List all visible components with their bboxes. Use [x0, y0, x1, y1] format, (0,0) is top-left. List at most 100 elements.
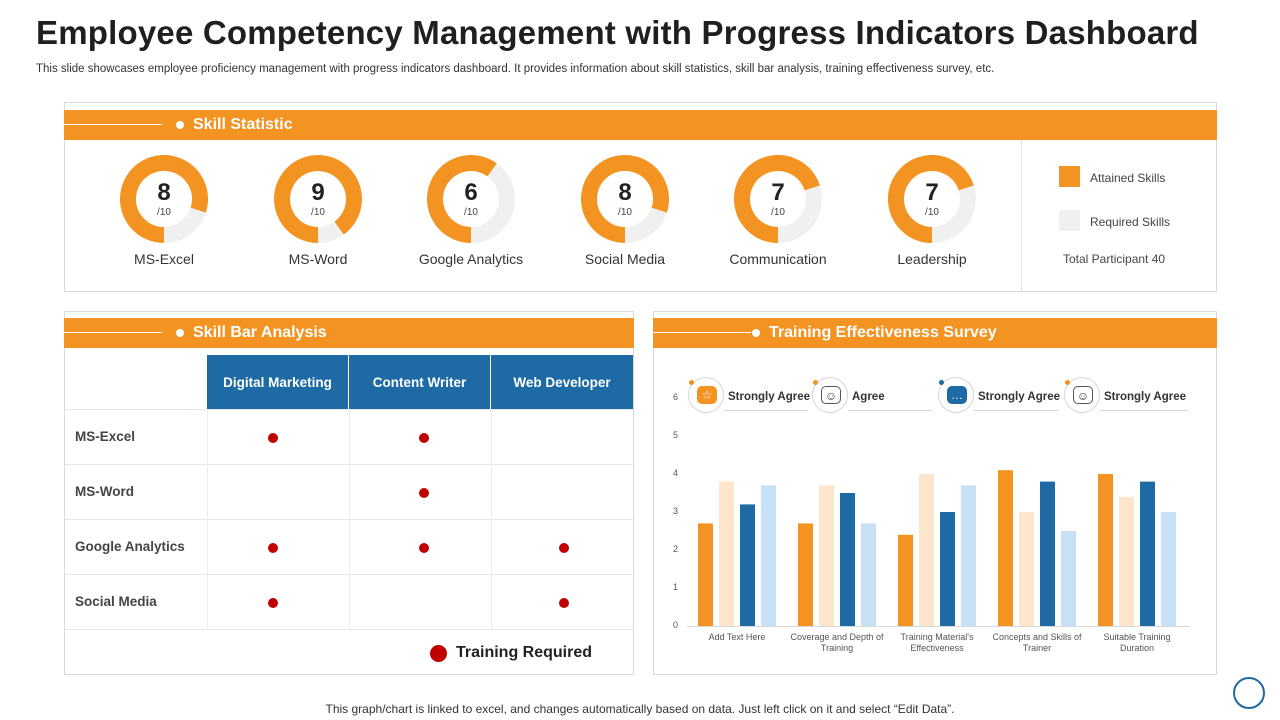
- survey-label: Strongly Agree: [978, 391, 1061, 403]
- column-header-digital-marketing: Digital Marketing: [207, 355, 348, 409]
- skill-bar-title: Skill Bar Analysis: [193, 324, 327, 341]
- training-required-dot: [419, 543, 429, 553]
- training-required-dot: [268, 598, 278, 608]
- gauge-max: /10: [157, 207, 171, 218]
- training-required-dot: [268, 543, 278, 553]
- header-line-decoration: [64, 332, 162, 333]
- table-col-divider: [491, 409, 492, 630]
- gauge-ring: [427, 155, 515, 243]
- gauge-label: Social Media: [584, 251, 666, 267]
- gauge-label: Communication: [729, 251, 827, 267]
- row-label-ms-word: MS-Word: [75, 484, 134, 499]
- gauge-ring: [274, 155, 362, 243]
- row-label-google-analytics: Google Analytics: [75, 539, 185, 554]
- y-tick-label: 2: [672, 544, 678, 554]
- attained-skills-label: Attained Skills: [1090, 171, 1166, 185]
- corner-circle-icon: [1233, 677, 1265, 709]
- y-tick-label: 0: [672, 620, 678, 630]
- gauge-required-arc: [931, 185, 976, 243]
- survey-icon-accent-dot: [1065, 380, 1070, 385]
- y-tick-label: 3: [672, 506, 678, 516]
- column-header-content-writer: Content Writer: [349, 355, 490, 409]
- x-category-label-line: Training Material's: [900, 632, 974, 642]
- footnote: This graph/chart is linked to excel, and…: [325, 702, 955, 716]
- gauge-label: Google Analytics: [418, 251, 524, 267]
- gauge-required-arc: [470, 163, 515, 243]
- gauge-communication: 7/10 Communication: [718, 155, 838, 267]
- survey-connector-line: [724, 410, 808, 411]
- gauge-required-arc: [317, 221, 344, 243]
- header-dot-decoration: [176, 121, 184, 129]
- x-category-label: Add Text Here: [682, 632, 792, 643]
- gauge-attained-arc: [581, 155, 669, 243]
- x-category-label-line: Trainer: [1022, 643, 1052, 653]
- gauge-value: 7: [925, 179, 939, 206]
- skill-statistic-title: Skill Statistic: [193, 116, 293, 133]
- survey-connector-line: [848, 410, 932, 411]
- gauge-ms-excel: 8/10 MS-Excel: [104, 155, 224, 267]
- x-category-label: Suitable Training Duration: [1082, 632, 1192, 654]
- header-line-decoration: [653, 332, 751, 333]
- gauge-attained-arc: [274, 155, 362, 243]
- survey-title: Training Effectiveness Survey: [769, 324, 997, 341]
- training-required-dot: [419, 488, 429, 498]
- chat-bubble-icon-glyph: ☆: [697, 386, 717, 404]
- gauge-label: MS-Excel: [134, 251, 194, 267]
- x-category-label-line: Concepts and Skills of: [992, 632, 1082, 642]
- page-title: Employee Competency Management with Prog…: [36, 14, 1199, 51]
- gauge-value: 8: [157, 179, 171, 206]
- training-required-dot: [559, 543, 569, 553]
- gauge-ms-word: 9/10 MS-Word: [258, 155, 378, 267]
- gauge-ring: [120, 155, 208, 243]
- survey-header: Training Effectiveness Survey: [653, 318, 1217, 348]
- x-category-label: Coverage and Depth of Training: [782, 632, 892, 654]
- survey-label: Agree: [852, 391, 885, 403]
- skill-bar-header: Skill Bar Analysis: [64, 318, 634, 348]
- gauge-label: MS-Word: [288, 251, 348, 267]
- training-required-dot: [419, 433, 429, 443]
- gauge-value: 7: [771, 179, 785, 206]
- gauge-label: Leadership: [897, 251, 967, 267]
- speech-bubble-icon-glyph: …: [947, 386, 967, 404]
- gauge-required-arc: [777, 185, 822, 243]
- table-col-divider: [349, 409, 350, 630]
- gauge-attained-arc: [888, 155, 974, 243]
- row-label-social-media: Social Media: [75, 594, 157, 609]
- header-dot-decoration: [176, 329, 184, 337]
- skill-statistic-divider: [1021, 140, 1022, 291]
- x-category-label-line: Effectiveness: [910, 643, 964, 653]
- gauge-ring: [734, 155, 822, 243]
- person-idea-icon-glyph: ☺: [1073, 386, 1093, 404]
- gauge-ring: [888, 155, 976, 243]
- survey-icon-accent-dot: [939, 380, 944, 385]
- gauge-max: /10: [618, 207, 632, 218]
- x-category-label: Concepts and Skills of Trainer: [982, 632, 1092, 654]
- x-category-label: Training Material's Effectiveness: [882, 632, 992, 654]
- gauge-required-arc: [163, 207, 206, 243]
- header-line-decoration: [64, 124, 162, 125]
- page-subtitle: This slide showcases employee proficienc…: [36, 63, 995, 75]
- survey-label: Strongly Agree: [728, 391, 811, 403]
- gauge-attained-arc: [427, 155, 497, 243]
- required-skills-label: Required Skills: [1090, 215, 1171, 229]
- gauge-leadership: 7/10 Leadership: [872, 155, 992, 267]
- x-category-label-line: Duration: [1119, 643, 1155, 653]
- total-participant: Total Participant 40: [1063, 252, 1166, 266]
- gauge-max: /10: [464, 207, 478, 218]
- column-header-web-developer: Web Developer: [491, 355, 633, 409]
- x-category-label-line: Coverage and Depth of: [790, 632, 884, 642]
- training-required-dot: [268, 433, 278, 443]
- gauge-value: 6: [464, 179, 478, 206]
- person-heart-icon-glyph: ☺: [821, 386, 841, 404]
- survey-panel: [653, 311, 1217, 675]
- gauge-social-media: 8/10 Social Media: [565, 155, 685, 267]
- gauge-ring: [581, 155, 669, 243]
- x-category-label-line: Training: [820, 643, 854, 653]
- gauge-attained-arc: [120, 155, 208, 243]
- gauge-required-arc: [624, 207, 667, 243]
- training-required-dot: [559, 598, 569, 608]
- survey-connector-line: [1100, 410, 1188, 411]
- survey-connector-line: [974, 410, 1058, 411]
- gauge-max: /10: [311, 207, 325, 218]
- survey-label: Strongly Agree: [1104, 391, 1187, 403]
